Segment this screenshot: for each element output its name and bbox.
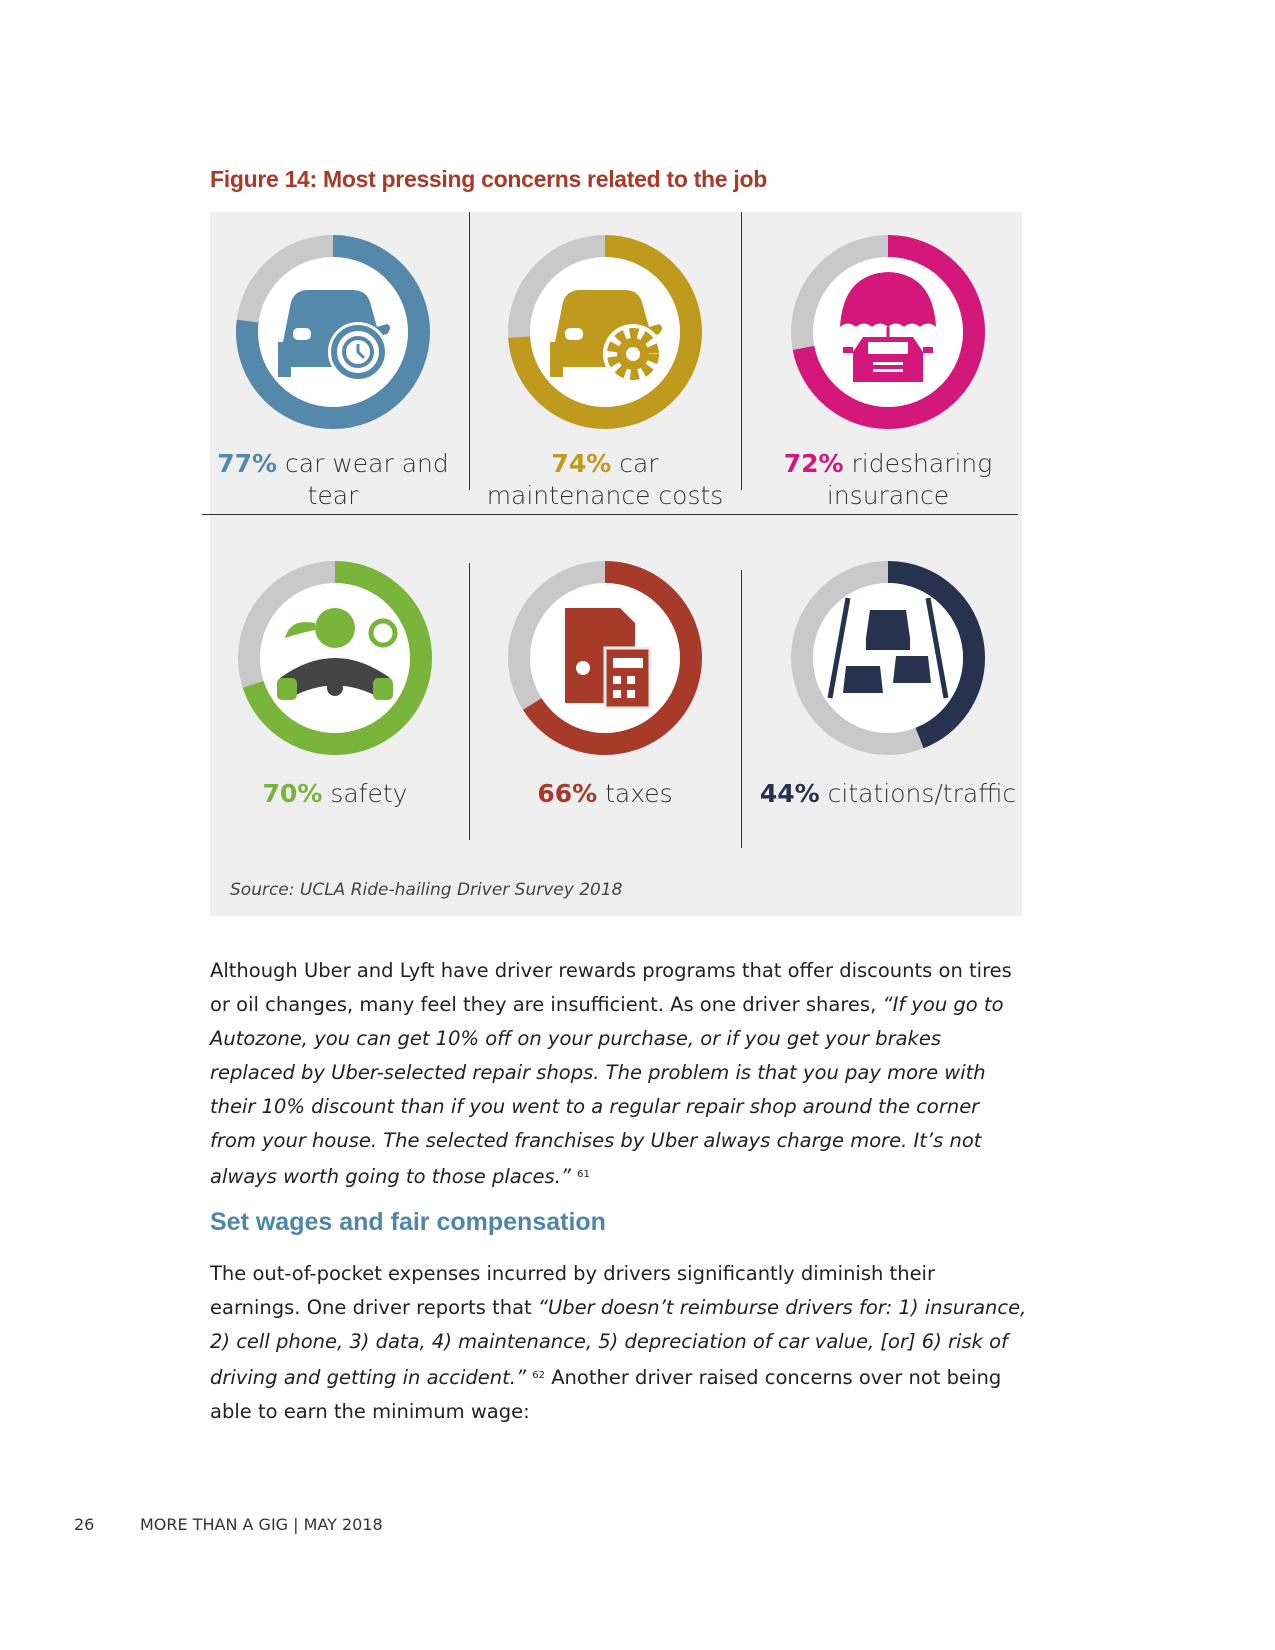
label-text: car [611,449,659,478]
donut-segment [508,235,702,429]
label-text: car wear and [277,449,449,478]
divider [469,212,470,490]
donut-segment [791,561,985,755]
label-text: maintenance costs [486,481,724,510]
percent-value: 66% [537,779,598,808]
driver-steering-wheel-icon [277,608,398,700]
label-text: insurance [826,481,950,510]
concern-label: 74% car maintenance costs [460,448,750,512]
section-heading: Set wages and fair compensation [210,1208,606,1236]
concern-label: 66% taxes [460,778,750,810]
percent-value: 70% [262,779,323,808]
body-paragraph: The out-of-pocket expenses incurred by d… [210,1257,1030,1429]
umbrella-car-icon [840,272,936,382]
figure-title: Figure 14: Most pressing concerns relate… [210,166,767,192]
percent-value: 44% [759,779,820,808]
paragraph-text: Although Uber and Lyft have driver rewar… [210,959,1012,1016]
traffic-cars-icon [827,597,949,699]
concern-label: 70% safety [190,778,480,810]
label-text: ridesharing [843,449,993,478]
divider [741,212,742,490]
tax-document-calculator-icon [565,608,652,710]
percent-value: 74% [551,449,612,478]
footer-text: MORE THAN A GIG | MAY 2018 [140,1515,383,1534]
label-text: safety [322,779,408,808]
paragraph-text: Another driver raised concerns over not … [210,1366,1002,1423]
quote: “Uber doesn’t reimburse drivers for: 1) … [210,1296,1027,1389]
label-text: taxes [597,779,673,808]
percent-value: 77% [217,449,278,478]
percent-value: 72% [783,449,844,478]
label-text: citations/traffic [819,779,1017,808]
car-gear-icon [550,290,663,384]
page-number: 26 [74,1515,95,1534]
divider [741,570,742,848]
concern-label: 77% car wear and tear [188,448,478,512]
donut-car-wear-and-tear [236,235,430,429]
donut-car-maintenance-costs [508,235,702,429]
paragraph-text: The out-of-pocket expenses incurred by d… [210,1262,935,1319]
figure-panel: 77% car wear and tear 74% car maintenance … [202,212,1022,916]
divider [469,563,470,840]
divider [202,514,1018,515]
donut-taxes [508,561,702,755]
label-text: tear [307,481,359,510]
car-clock-icon [278,290,390,382]
donut-segment [236,235,430,429]
footnote-ref[interactable]: 62 [532,1370,546,1381]
figure-source: Source: UCLA Ride-hailing Driver Survey … [230,880,623,900]
quote: “If you go to Autozone, you can get 10% … [210,993,1004,1188]
donut-ridesharing-insurance [791,235,985,429]
concern-label: 44% citations/traffic [743,778,1033,810]
donut-citations-traffic [791,561,985,755]
donut-segment [508,561,702,755]
body-paragraph: Although Uber and Lyft have driver rewar… [210,954,1030,1194]
donut-segment [238,561,432,755]
donut-safety [238,561,432,755]
concern-label: 72% ridesharing insurance [743,448,1033,512]
footnote-ref[interactable]: 61 [577,1169,590,1180]
donut-segment [791,235,985,429]
